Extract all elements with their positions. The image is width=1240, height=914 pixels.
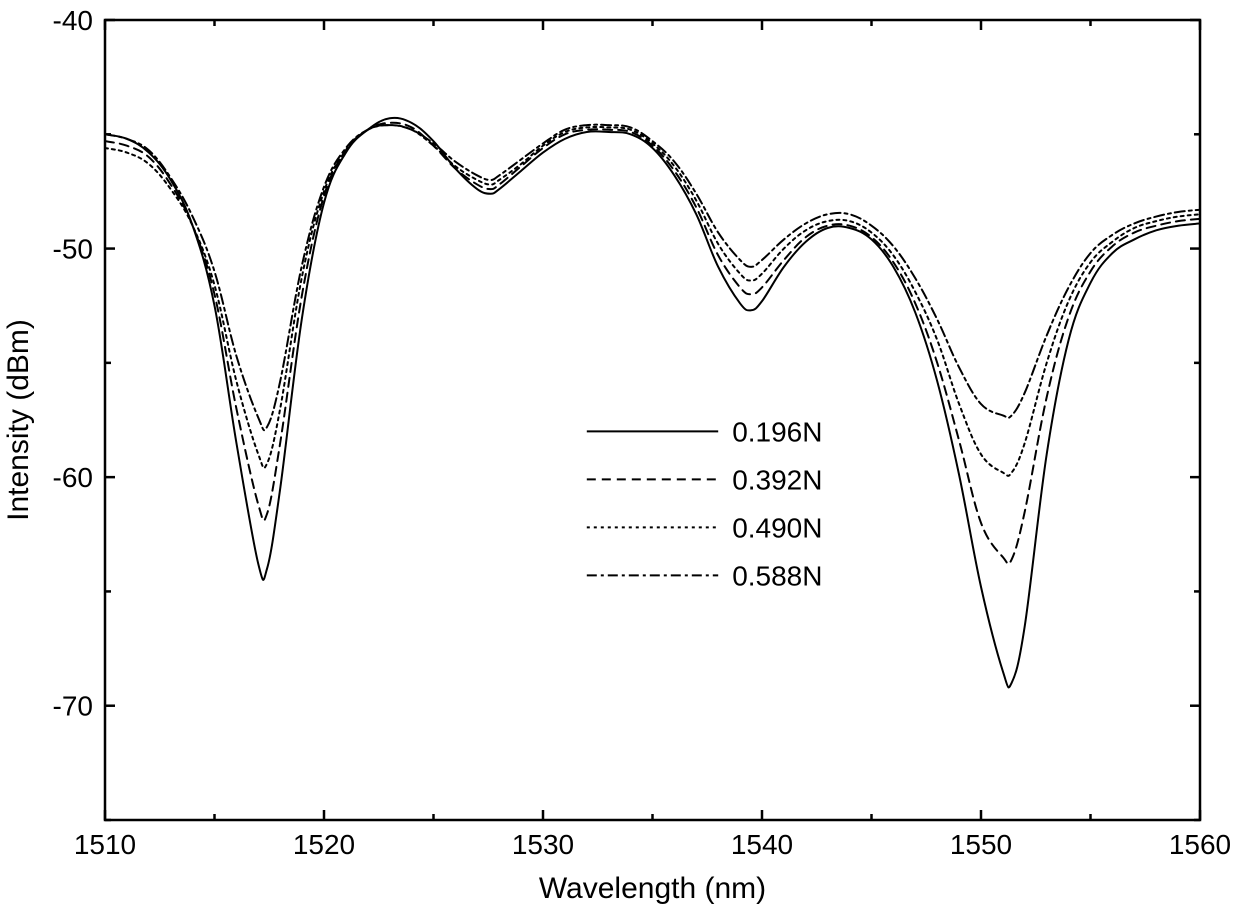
legend-label: 0.588N: [732, 560, 822, 591]
series-line: [105, 123, 1200, 564]
spectrum-line-chart: 1510 1520 1530 1540 1550 1560 -40 -50 -60 -70 Wave…: [0, 0, 1240, 914]
x-axis-label: Wavelength (nm): [539, 872, 766, 905]
x-tick-label: 1510: [74, 829, 136, 860]
x-tick-label: 1560: [1169, 829, 1231, 860]
legend-label: 0.196N: [732, 416, 822, 447]
chart-svg: 1510 1520 1530 1540 1550 1560 -40 -50 -60 -70 Wave…: [0, 0, 1240, 914]
y-axis-label: Intensity (dBm): [2, 319, 35, 521]
y-tick-label: -70: [53, 691, 93, 722]
legend-label: 0.392N: [732, 464, 822, 495]
x-tick-label: 1550: [950, 829, 1012, 860]
legend-label: 0.490N: [732, 512, 822, 543]
y-tick-label: -60: [53, 462, 93, 493]
x-tick-label: 1520: [293, 829, 355, 860]
series-group: [105, 118, 1200, 688]
x-tick-label: 1540: [731, 829, 793, 860]
y-tick-label: -40: [53, 5, 93, 36]
series-line: [105, 125, 1200, 431]
y-tick-label: -50: [53, 234, 93, 265]
x-tick-label: 1530: [512, 829, 574, 860]
